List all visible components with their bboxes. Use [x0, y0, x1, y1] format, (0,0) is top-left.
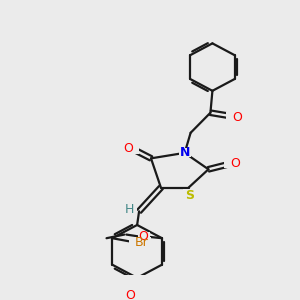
Text: O: O — [232, 111, 242, 124]
Text: Br: Br — [135, 236, 149, 249]
Bar — [183, 189, 195, 199]
Bar — [226, 112, 238, 121]
Bar — [129, 237, 151, 246]
Bar — [125, 205, 137, 214]
Bar — [224, 159, 236, 168]
Text: O: O — [138, 230, 148, 243]
Bar — [138, 232, 150, 241]
Bar — [179, 148, 190, 158]
Text: O: O — [230, 157, 240, 170]
Text: S: S — [185, 189, 194, 202]
Bar — [125, 290, 137, 299]
Bar — [127, 145, 139, 154]
Text: N: N — [179, 146, 190, 159]
Text: O: O — [123, 142, 133, 155]
Text: O: O — [125, 289, 135, 300]
Text: H: H — [124, 203, 134, 216]
